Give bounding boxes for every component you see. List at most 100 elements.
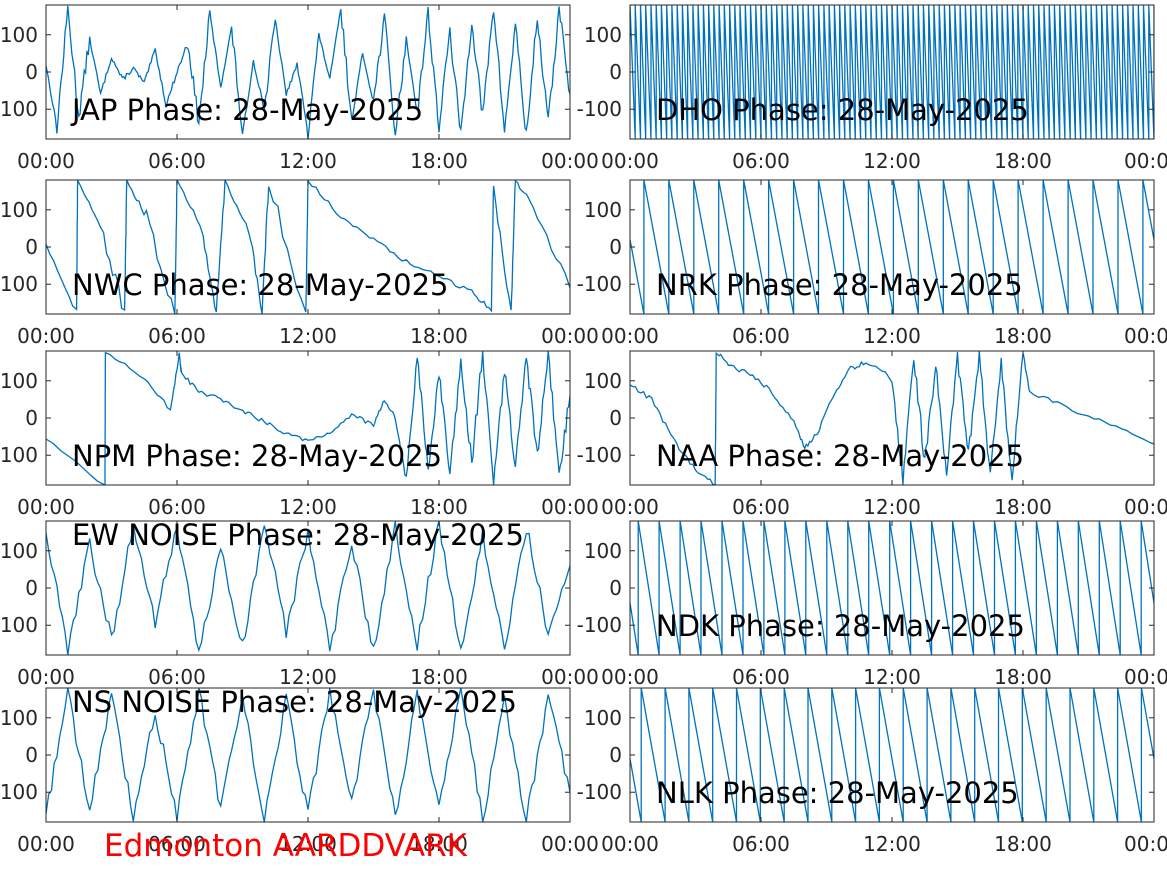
- x-tick-label: 06:00: [732, 495, 790, 519]
- x-tick-label: 12:00: [279, 149, 337, 173]
- phase-series-line: [46, 521, 570, 655]
- x-tick-label: 12:00: [279, 665, 337, 689]
- subplot-title: NDK Phase: 28-May-2025: [656, 609, 1025, 643]
- x-tick-label: 18:00: [994, 665, 1052, 689]
- y-tick-label: 0: [609, 743, 622, 767]
- x-tick-label: 00:00: [541, 495, 599, 519]
- x-tick-label: 06:00: [148, 665, 206, 689]
- phase-series-line: [46, 180, 570, 314]
- phase-series-line: [630, 521, 1154, 655]
- x-tick-label: 12:00: [863, 495, 921, 519]
- subplot-10: -100 0 100 00:00 06:00 12:00 18:00 00:00 NLK Pha…: [577, 687, 1167, 856]
- y-tick-label: 0: [609, 60, 622, 84]
- subplot-9: -100 0 100 00:00 06:00 12:00 18:00 00:00 NS NOIS…: [0, 685, 599, 856]
- x-tick-label: 00:00: [1124, 665, 1167, 689]
- y-tick-label: 0: [609, 576, 622, 600]
- x-tick-label: 06:00: [148, 324, 206, 348]
- x-tick-label: 00:00: [17, 832, 75, 856]
- x-tick-label: 12:00: [863, 832, 921, 856]
- y-tick-label: 0: [25, 60, 38, 84]
- y-tick-label: 100: [0, 198, 38, 222]
- x-tick-label: 06:00: [148, 149, 206, 173]
- x-tick-label: 06:00: [732, 665, 790, 689]
- y-tick-label: -100: [577, 272, 622, 296]
- phase-series-line: [630, 688, 1154, 822]
- x-tick-label: 18:00: [410, 665, 468, 689]
- x-tick-label: 06:00: [148, 495, 206, 519]
- x-tick-label: 06:00: [732, 832, 790, 856]
- y-tick-label: -100: [0, 272, 38, 296]
- y-tick-label: 100: [0, 706, 38, 730]
- x-tick-label: 12:00: [863, 149, 921, 173]
- y-tick-label: 100: [584, 369, 622, 393]
- phase-series-line: [46, 688, 570, 822]
- y-tick-label: 100: [584, 539, 622, 563]
- y-tick-label: -100: [577, 97, 622, 121]
- subplot-title: NRK Phase: 28-May-2025: [656, 268, 1023, 302]
- phase-series-line: [630, 351, 1154, 485]
- subplot-title: NAA Phase: 28-May-2025: [656, 439, 1024, 473]
- phase-series-line: [46, 351, 570, 485]
- y-tick-label: 0: [609, 235, 622, 259]
- subplot-title: NPM Phase: 28-May-2025: [72, 439, 442, 473]
- x-tick-label: 18:00: [994, 495, 1052, 519]
- subplot-title: JAP Phase: 28-May-2025: [70, 93, 423, 127]
- x-tick-label: 00:00: [601, 324, 659, 348]
- y-tick-label: 100: [0, 369, 38, 393]
- x-tick-label: 18:00: [410, 495, 468, 519]
- x-tick-label: 00:00: [601, 149, 659, 173]
- y-tick-label: -100: [0, 780, 38, 804]
- y-tick-label: 0: [609, 406, 622, 430]
- x-tick-label: 00:00: [1124, 149, 1167, 173]
- subplot-8: -100 0 100 00:00 06:00 12:00 18:00 00:00 NDK Pha…: [577, 520, 1167, 689]
- subplot-6: -100 0 100 00:00 06:00 12:00 18:00 00:00 NAA Pha…: [577, 350, 1167, 519]
- x-tick-label: 18:00: [410, 324, 468, 348]
- x-tick-label: 06:00: [732, 324, 790, 348]
- x-tick-label: 18:00: [994, 832, 1052, 856]
- x-tick-label: 00:00: [1124, 832, 1167, 856]
- x-tick-label: 12:00: [863, 324, 921, 348]
- subplot-3: -100 0 100 00:00 06:00 12:00 18:00 00:00 NWC Pha…: [0, 179, 599, 348]
- subplot-2: -100 0 100 00:00 06:00 12:00 18:00 00:00 DHO Pha…: [577, 4, 1167, 173]
- x-tick-label: 00:00: [541, 149, 599, 173]
- x-tick-label: 00:00: [601, 665, 659, 689]
- y-tick-label: 100: [0, 23, 38, 47]
- y-tick-label: -100: [0, 613, 38, 637]
- y-tick-label: 0: [25, 406, 38, 430]
- x-tick-label: 06:00: [732, 149, 790, 173]
- phase-series-line: [630, 180, 1154, 314]
- subplot-title: NS NOISE Phase: 28-May-2025: [72, 685, 517, 719]
- y-tick-label: -100: [0, 97, 38, 121]
- phase-series-line: [630, 5, 1154, 139]
- y-tick-label: 0: [25, 235, 38, 259]
- y-tick-label: -100: [577, 443, 622, 467]
- subplot-title: EW NOISE Phase: 28-May-2025: [72, 518, 524, 552]
- x-tick-label: 00:00: [1124, 495, 1167, 519]
- x-tick-label: 00:00: [601, 495, 659, 519]
- y-tick-label: 100: [584, 23, 622, 47]
- x-tick-label: 00:00: [541, 665, 599, 689]
- y-tick-label: 100: [584, 706, 622, 730]
- y-tick-label: 0: [25, 743, 38, 767]
- x-tick-label: 00:00: [17, 665, 75, 689]
- x-tick-label: 00:00: [1124, 324, 1167, 348]
- x-tick-label: 12:00: [863, 665, 921, 689]
- x-tick-label: 00:00: [601, 832, 659, 856]
- x-tick-label: 12:00: [279, 324, 337, 348]
- subplot-7: -100 0 100 00:00 06:00 12:00 18:00 00:00 EW NOIS…: [0, 518, 599, 689]
- subplot-5: -100 0 100 00:00 06:00 12:00 18:00 00:00 NPM Pha…: [0, 350, 599, 519]
- subplot-4: -100 0 100 00:00 06:00 12:00 18:00 00:00 NRK Pha…: [577, 179, 1167, 348]
- subplot-1: -100 0 100 00:00 06:00 12:00 18:00 00:00 JAP Pha…: [0, 4, 599, 173]
- y-tick-label: 100: [0, 539, 38, 563]
- x-tick-label: 18:00: [410, 832, 468, 856]
- x-tick-label: 00:00: [17, 324, 75, 348]
- x-tick-label: 00:00: [17, 149, 75, 173]
- y-tick-label: 100: [584, 198, 622, 222]
- y-tick-label: -100: [577, 613, 622, 637]
- x-tick-label: 12:00: [279, 495, 337, 519]
- x-tick-label: 06:00: [148, 832, 206, 856]
- subplot-title: NLK Phase: 28-May-2025: [656, 776, 1019, 810]
- y-tick-label: 0: [25, 576, 38, 600]
